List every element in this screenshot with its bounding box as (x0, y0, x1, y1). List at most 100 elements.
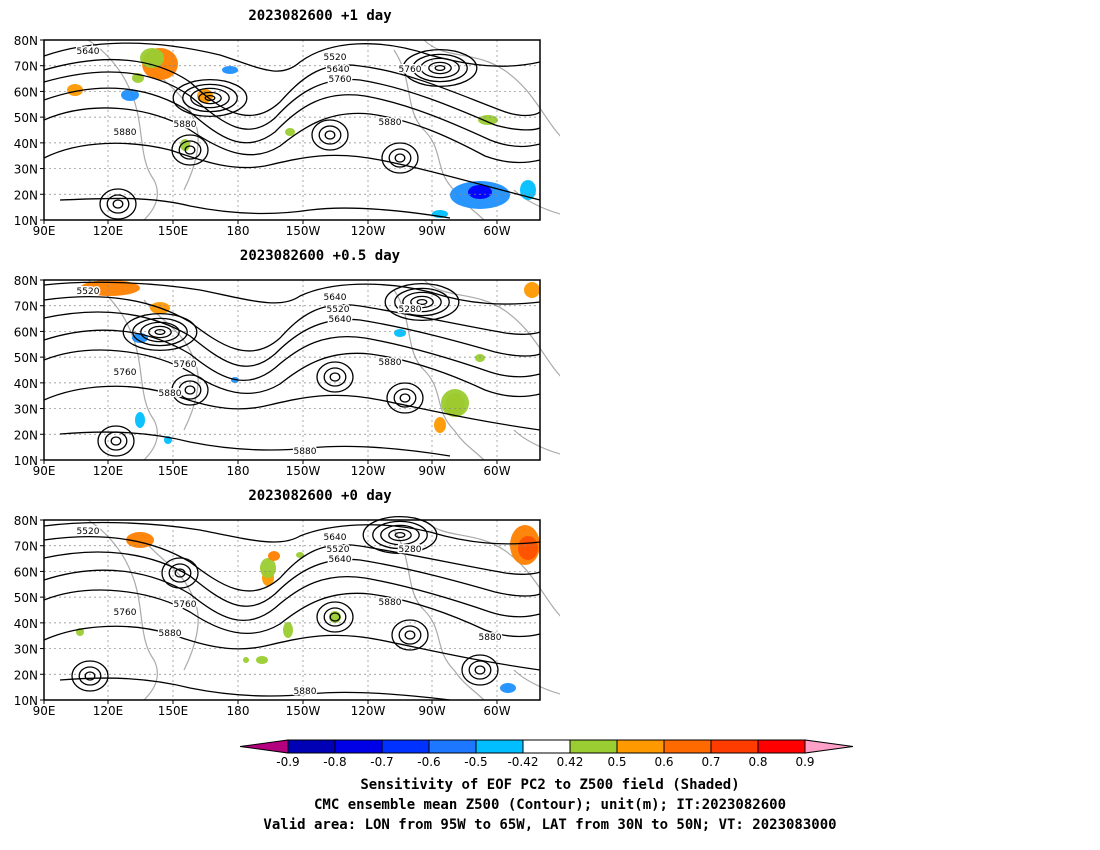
z500-closed-contour (106, 194, 130, 214)
z500-low-contour (394, 287, 450, 317)
z500-closed-contour (178, 380, 202, 400)
lat-label: 80N (14, 34, 38, 48)
z500-closed-contour (316, 361, 354, 393)
z500-closed-contour (184, 385, 196, 395)
contour-label: 5520 (77, 287, 100, 297)
colorbar-swatch (757, 739, 806, 754)
lat-label: 20N (14, 428, 38, 442)
colorbar: -0.9 -0.8 -0.7 -0.6 -0.5 -0.42 0.42 0.5 0.6 0.7 0.… (240, 739, 854, 768)
z500-low-contour (394, 531, 406, 539)
colorbar-swatch (334, 739, 383, 754)
caption-line-1: Sensitivity of EOF PC2 to Z500 field (Sh… (360, 777, 740, 793)
lon-label: 120E (93, 224, 124, 238)
z500-contour (43, 87, 541, 148)
lon-label: 60W (483, 464, 510, 478)
z500-low-contour (412, 53, 468, 83)
lon-label: 150E (158, 704, 189, 718)
z500-contour (43, 589, 541, 638)
sensitivity-shading (478, 115, 498, 125)
z500-closed-contour (184, 145, 196, 155)
z500-closed-contour (97, 425, 135, 457)
colorbar-tick-label: -0.6 (417, 755, 440, 768)
z500-low-contour (122, 312, 198, 352)
z500-contour (43, 58, 541, 117)
z500-contour (43, 349, 541, 398)
z500-low-contour (204, 94, 216, 102)
lat-label: 40N (14, 617, 38, 631)
caption-line-2: CMC ensemble mean Z500 (Contour); unit(m… (313, 797, 786, 813)
z500-closed-contour (110, 436, 122, 446)
colorbar-swatch (616, 739, 665, 754)
lat-label: 50N (14, 111, 38, 125)
contour-label: 5520 (324, 53, 347, 63)
colorbar-tick-label: -0.5 (464, 755, 487, 768)
coastline (513, 429, 560, 455)
z500-low-contour (132, 317, 188, 347)
coastline (87, 39, 158, 221)
coastline (87, 279, 158, 461)
z500-low-contour (420, 57, 460, 79)
z500-closed-contour (168, 563, 192, 583)
z500-low-contour (154, 328, 166, 336)
z500-low-contour (434, 64, 446, 72)
z500-low-contour (372, 520, 428, 550)
colorbar-tick-label: -0.9 (276, 755, 299, 768)
z500-closed-contour (468, 660, 492, 680)
colorbar-tick-label: -0.7 (370, 755, 393, 768)
z500-contour (43, 385, 541, 431)
lat-label: 60N (14, 325, 38, 339)
sensitivity-shading (180, 139, 190, 151)
z500-closed-contour (104, 431, 128, 451)
sensitivity-shading (285, 128, 295, 136)
lon-label: 150E (158, 464, 189, 478)
z500-closed-contour (112, 199, 124, 209)
colorbar-tick-label: 0.8 (748, 755, 767, 768)
sensitivity-shading (67, 84, 83, 96)
z500-closed-contour (323, 607, 347, 627)
colorbar-swatch (569, 739, 618, 754)
contour-label: 5880 (294, 447, 317, 457)
map-frame (43, 279, 541, 461)
z500-low-contour (362, 515, 438, 555)
z500-low-contour (140, 321, 180, 343)
z500-contour (43, 142, 541, 201)
coastline (143, 539, 199, 671)
lat-label: 70N (14, 540, 38, 554)
lat-label: 30N (14, 643, 38, 657)
sensitivity-shading (268, 551, 280, 561)
sensitivity-shading (434, 417, 446, 433)
z500-contour (43, 536, 541, 592)
sensitivity-shading (524, 282, 540, 298)
z500-contour (43, 296, 541, 352)
colorbar-tick-label: 0.5 (607, 755, 626, 768)
contour-label: 5880 (294, 687, 317, 697)
z500-closed-contour (329, 372, 341, 382)
contour-label: 5520 (327, 545, 350, 555)
lon-label: 180 (227, 704, 250, 718)
lon-label: 180 (227, 224, 250, 238)
z500-closed-contour (318, 125, 342, 145)
z500-closed-contour (84, 671, 96, 681)
z500-contour (43, 551, 541, 607)
z500-contour (43, 625, 541, 671)
colorbar-swatch (381, 739, 430, 754)
z500-low-contour (380, 524, 420, 546)
sensitivity-shading (222, 66, 238, 74)
lon-label: 150E (158, 224, 189, 238)
z500-closed-contour (381, 142, 419, 174)
z500-closed-contour (316, 601, 354, 633)
z500-contour (43, 71, 541, 131)
colorbar-swatch (522, 739, 571, 754)
lat-label: 70N (14, 300, 38, 314)
z500-low-contour (402, 48, 478, 88)
lon-label: 60W (483, 224, 510, 238)
colorbar-extend-low (240, 739, 289, 754)
colorbar-tick-label: 0.7 (701, 755, 720, 768)
coastline (423, 279, 560, 377)
z500-closed-contour (161, 557, 199, 589)
lon-label: 90E (33, 464, 56, 478)
sensitivity-shading (121, 89, 139, 101)
z500-closed-contour (461, 654, 499, 686)
